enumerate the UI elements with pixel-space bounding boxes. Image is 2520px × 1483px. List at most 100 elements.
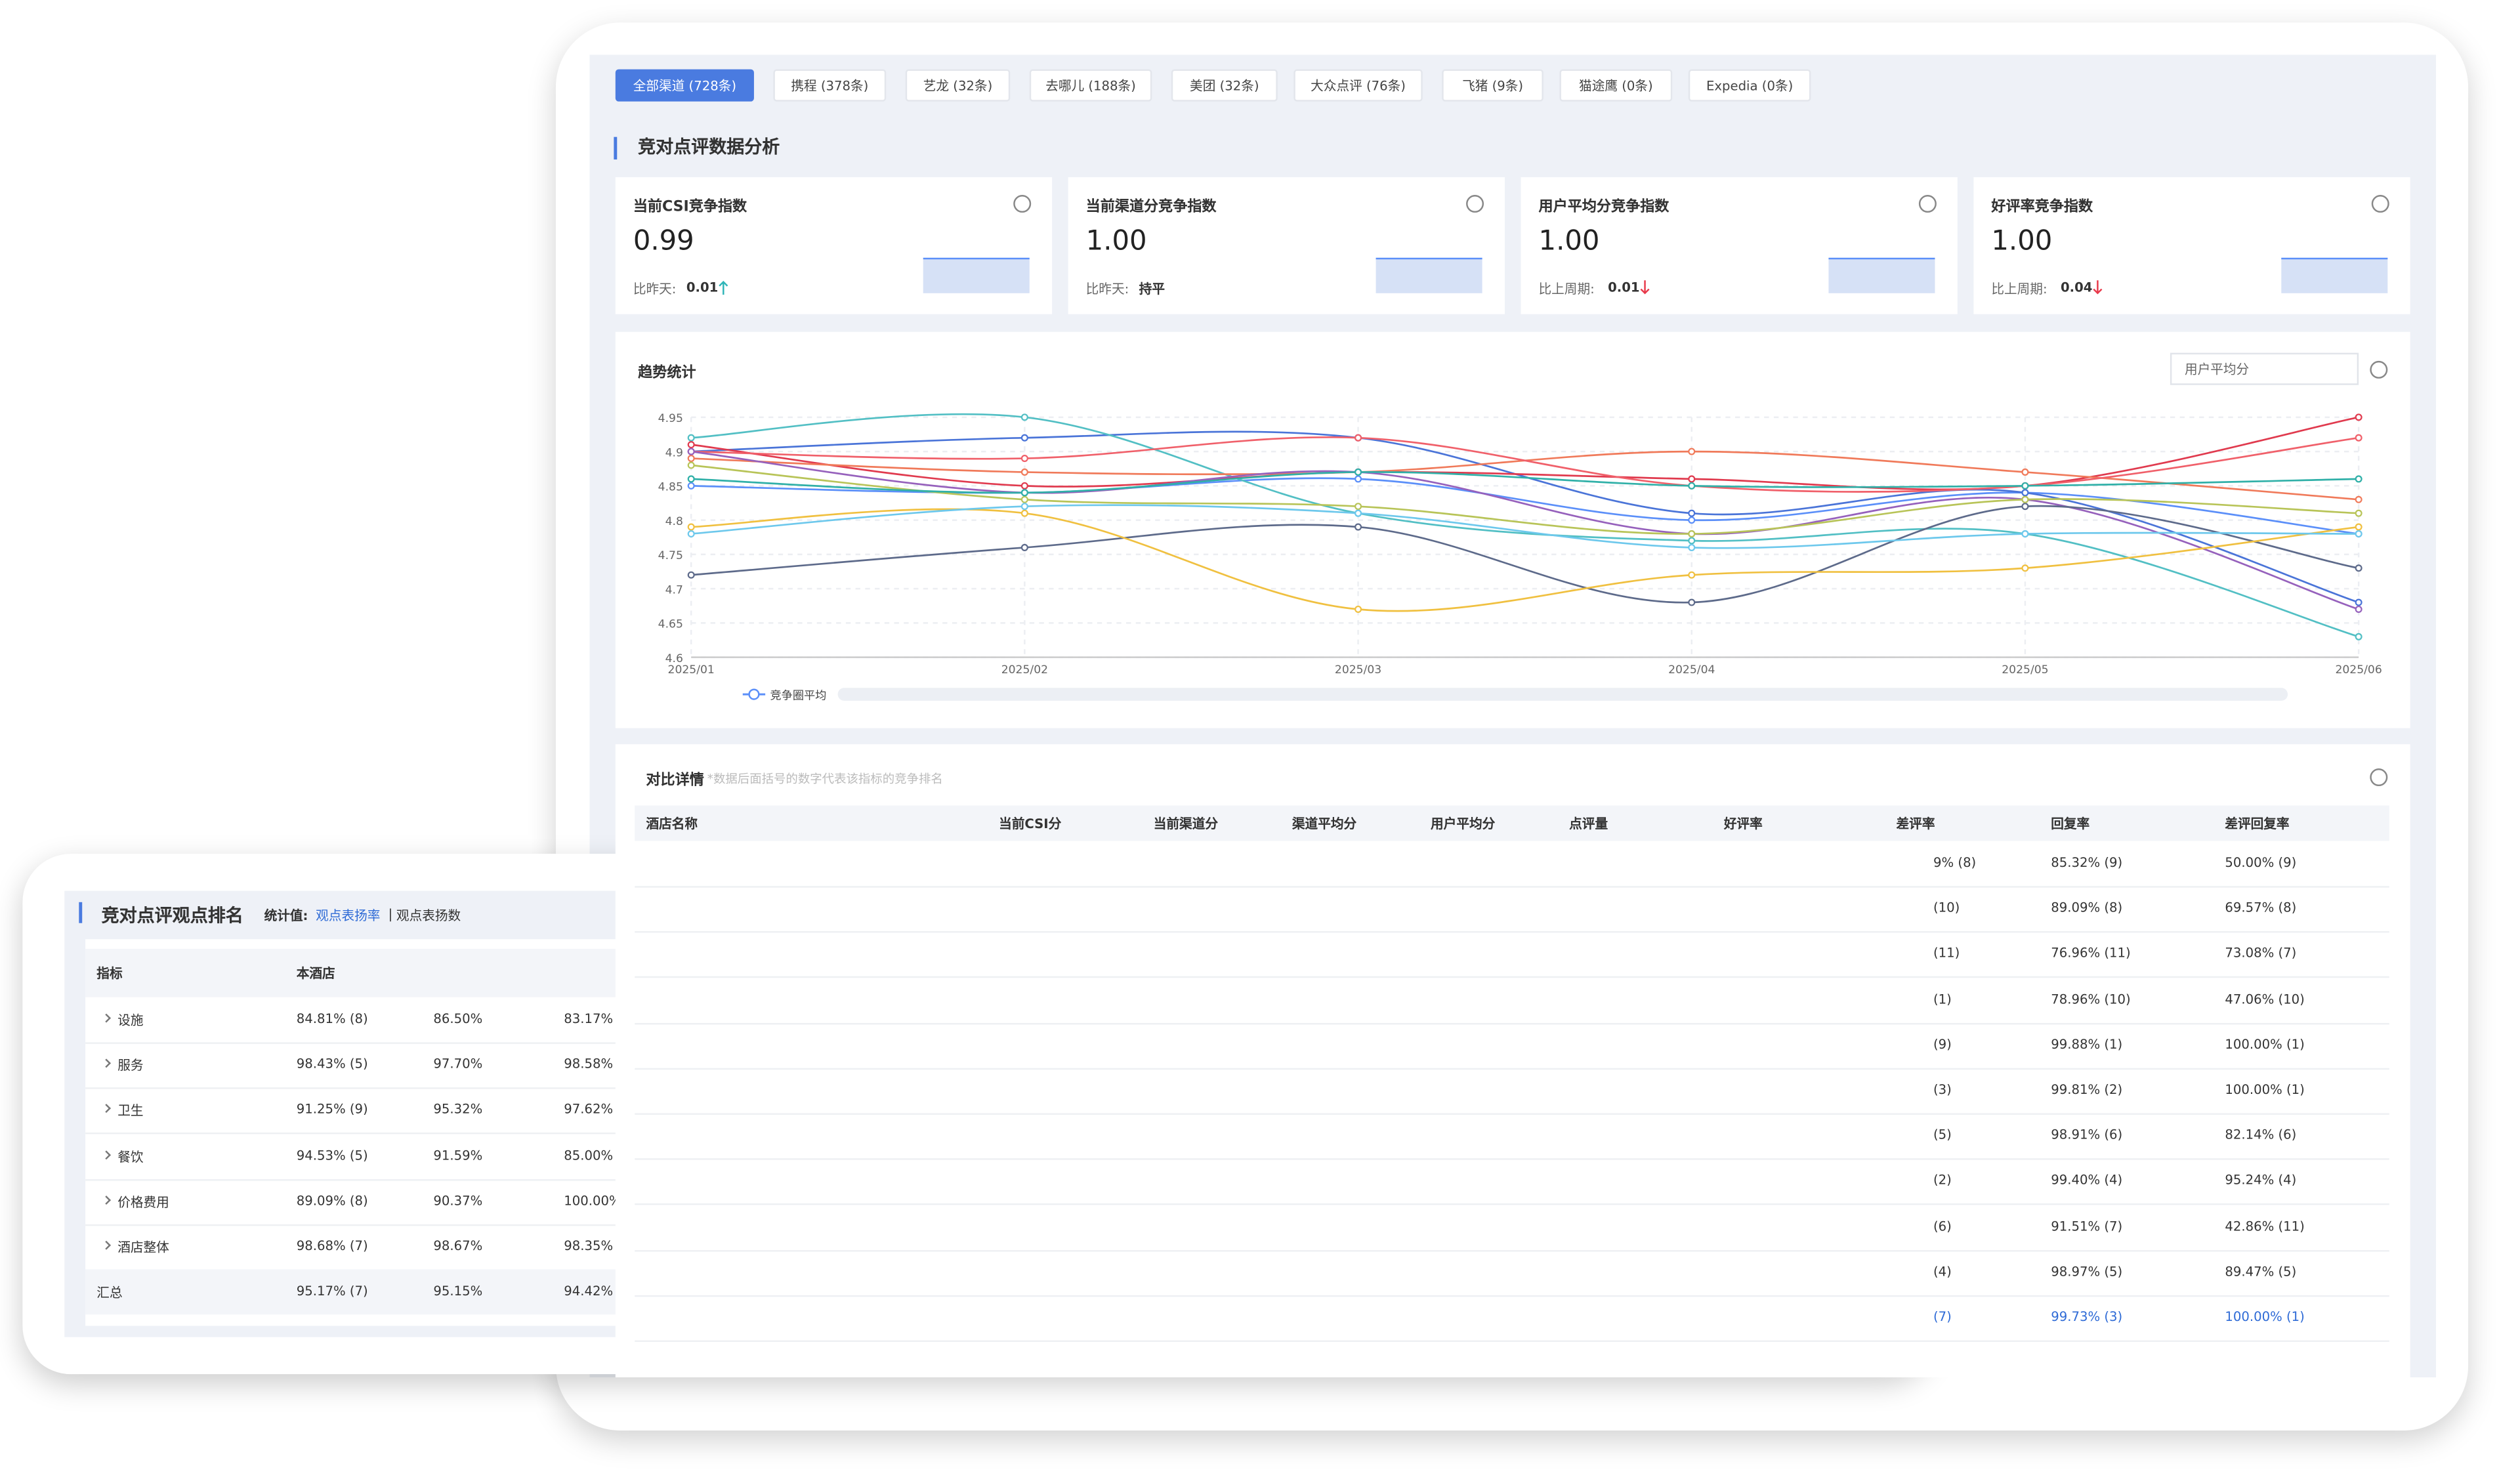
info-icon (1918, 195, 1937, 213)
kpi-compare-value: 0.04 (2060, 280, 2093, 295)
series-point (2355, 564, 2362, 572)
table-cell: 98.43% (5) (296, 1056, 368, 1072)
channel-tab[interactable]: 美团 (32条) (1171, 69, 1278, 102)
series-point (1354, 468, 1362, 476)
column-header: 回复率 (2051, 816, 2090, 831)
table-cell: 42.86% (11) (2225, 1219, 2305, 1234)
series-line (691, 436, 2359, 493)
channel-tab[interactable]: 大众点评 (76条) (1293, 69, 1423, 102)
table-cell: 86.50% (433, 1011, 483, 1026)
series-point (1354, 503, 1362, 511)
expand-chevron[interactable] (102, 1240, 111, 1250)
kpi-title: 用户平均分竞争指数 (1538, 199, 1670, 216)
series-point (2021, 530, 2029, 538)
x-tick-label: 2025/04 (1668, 663, 1715, 677)
table-cell: 82.14% (6) (2225, 1127, 2297, 1143)
table-cell: (5) (1933, 1127, 1952, 1143)
expand-chevron[interactable] (102, 1013, 111, 1023)
series-line (691, 416, 2359, 491)
table-cell: 100.00% (1) (2225, 1309, 2305, 1325)
table-cell: 100.00% (1) (2225, 1037, 2305, 1052)
series-point (687, 571, 695, 579)
stat-option[interactable]: 观点表扬率 (316, 908, 381, 923)
x-tick-label: 2025/05 (2002, 663, 2048, 677)
row-divider (635, 886, 2389, 888)
expand-chevron[interactable] (102, 1058, 111, 1068)
kpi-value: 1.00 (1538, 225, 1600, 258)
series-point (2355, 509, 2362, 517)
sparkline (1376, 257, 1482, 293)
channel-tab[interactable]: 艺龙 (32条) (905, 69, 1011, 102)
series-point (1020, 543, 1028, 551)
kpi-value: 0.99 (633, 225, 694, 258)
kpi-compare-label: 比昨天: (633, 282, 677, 297)
kpi-compare-value: 持平 (1139, 282, 1165, 297)
series-point (2021, 489, 2029, 497)
table-cell: (3) (1933, 1082, 1952, 1097)
series-point (687, 530, 695, 538)
stat-option[interactable]: 观点表扬数 (396, 908, 461, 923)
expand-chevron[interactable] (102, 1195, 111, 1205)
channel-tab[interactable]: 猫途鹰 (0条) (1559, 69, 1673, 102)
row-divider (635, 1068, 2389, 1070)
row-divider (635, 1158, 2389, 1161)
series-point (2355, 434, 2362, 442)
kpi-title: 好评率竞争指数 (1991, 199, 2093, 216)
expand-chevron[interactable] (102, 1104, 111, 1114)
channel-tab[interactable]: 飞猪 (9条) (1442, 69, 1544, 102)
channel-tab[interactable]: Expedia (0条) (1688, 69, 1811, 102)
series-point (2355, 530, 2362, 538)
expand-chevron[interactable] (102, 1150, 111, 1159)
series-point (687, 455, 695, 463)
row-divider (635, 931, 2389, 933)
series-point (1354, 605, 1362, 614)
row-label: 服务 (117, 1058, 144, 1074)
series-point (1688, 530, 1696, 538)
trend-title: 趋势统计 (638, 366, 696, 382)
series-point (1688, 509, 1696, 517)
series-point (2021, 495, 2029, 503)
table-cell: 99.73% (3) (2051, 1309, 2123, 1325)
series-point (2355, 413, 2362, 421)
trend-arrow (719, 280, 728, 295)
table-cell: 91.59% (433, 1148, 483, 1163)
column-header: 用户平均分 (1431, 816, 1496, 831)
table-cell: 89.09% (8) (2051, 900, 2123, 915)
info-icon (1466, 195, 1484, 213)
series-point (687, 441, 695, 449)
channel-tab[interactable]: 携程 (378条) (773, 69, 887, 102)
compare-note: *数据后面括号的数字代表该指标的竞争排名 (707, 771, 943, 787)
table-cell: 94.53% (5) (296, 1148, 368, 1163)
table-cell: 47.06% (10) (2225, 992, 2305, 1007)
series-point (1354, 509, 1362, 517)
x-tick-label: 2025/01 (668, 663, 715, 677)
stat-separator: | (388, 907, 393, 922)
series-point (2355, 523, 2362, 531)
series-point (2021, 564, 2029, 572)
series-line (691, 505, 2359, 604)
series-point (1688, 475, 1696, 483)
table-cell: 99.88% (1) (2051, 1037, 2123, 1052)
table-cell: (7) (1933, 1309, 1952, 1325)
series-line (691, 450, 2359, 610)
section-bar (79, 902, 83, 923)
compare-title: 对比详情 (646, 773, 704, 789)
table-cell: 91.25% (9) (296, 1102, 368, 1117)
series-point (2021, 482, 2029, 490)
kpi-compare-label: 比上周期: (1538, 282, 1595, 297)
table-cell: 69.57% (8) (2225, 900, 2297, 915)
channel-tab[interactable]: 全部渠道 (728条) (615, 69, 754, 102)
row-divider (635, 1113, 2389, 1115)
table-cell: 95.32% (433, 1102, 483, 1117)
channel-tab[interactable]: 去哪儿 (188条) (1029, 69, 1152, 102)
series-point (1020, 482, 1028, 490)
table-cell: 84.81% (8) (296, 1011, 368, 1026)
series-point (687, 461, 695, 469)
column-header: 指标 (96, 967, 123, 982)
metric-select[interactable]: 用户平均分 (2170, 352, 2359, 385)
kpi-value: 1.00 (1991, 225, 2053, 258)
row-divider (635, 1203, 2389, 1206)
series-point (1688, 543, 1696, 551)
trend-chart: 4.6 4.65 4.7 4.75 4.8 4.85 4.9 4.95 2025/01 2025/… (658, 412, 2382, 702)
